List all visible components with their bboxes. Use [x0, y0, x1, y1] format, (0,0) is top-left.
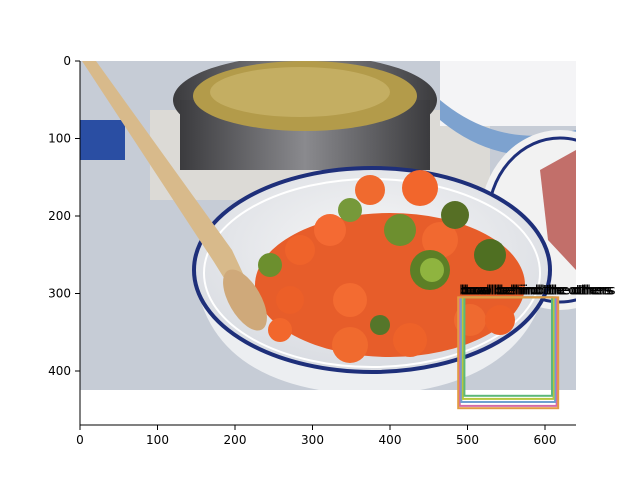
y-tick-label: 200	[48, 209, 71, 223]
x-axis-ticks: 0 100 200 300 400 500 600	[76, 425, 556, 447]
annotation-label: bowl behind the others	[464, 283, 614, 298]
annotation-label: bowl behind the others	[465, 283, 615, 298]
annotation-label: bowl behind the others	[462, 283, 612, 298]
food-photo	[80, 61, 576, 390]
x-tick-label: 400	[379, 433, 402, 447]
y-axis-ticks: 0 100 200 300 400	[48, 54, 80, 378]
annotation-boxes	[457, 296, 560, 410]
blue-package	[80, 120, 125, 160]
x-tick-label: 500	[456, 433, 479, 447]
metal-pot	[173, 61, 437, 170]
x-tick-label: 200	[224, 433, 247, 447]
x-tick-label: 600	[534, 433, 557, 447]
wooden-spoon	[82, 61, 267, 331]
x-tick-label: 300	[301, 433, 324, 447]
annotation-label: bowl behind the others	[459, 283, 609, 298]
y-tick-label: 0	[63, 54, 71, 68]
y-tick-label: 300	[48, 287, 71, 301]
annotation-box	[457, 296, 560, 410]
annotation-label: bowl behind the others	[461, 283, 611, 298]
y-tick-label: 100	[48, 132, 71, 146]
y-tick-label: 400	[48, 364, 71, 378]
x-tick-label: 0	[76, 433, 84, 447]
x-tick-label: 100	[146, 433, 169, 447]
